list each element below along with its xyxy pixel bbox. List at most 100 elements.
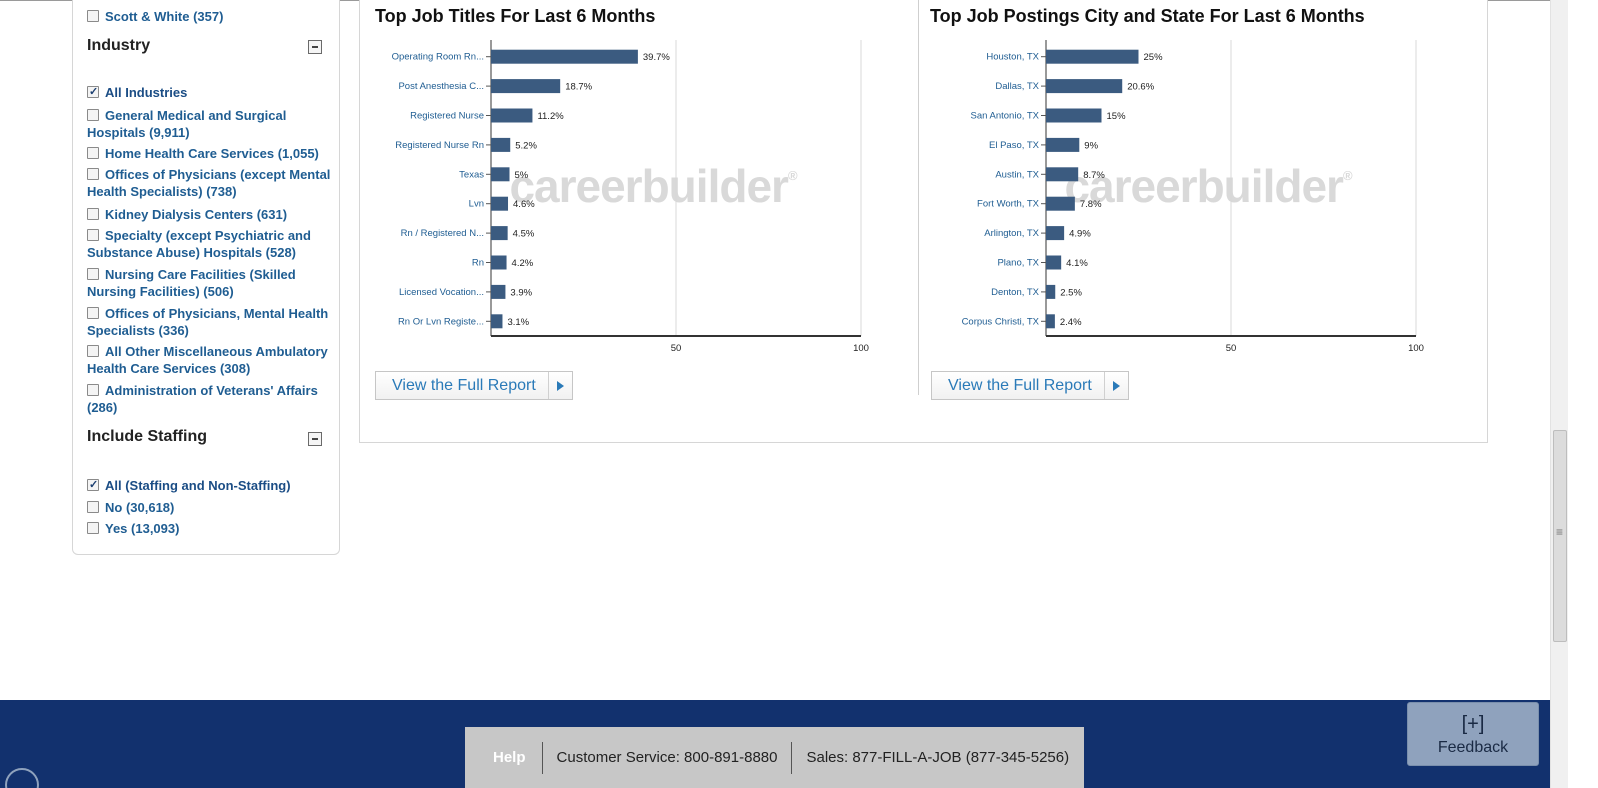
bar [1046, 137, 1080, 152]
facet-label[interactable]: All Other Miscellaneous Ambulatory Healt… [87, 344, 328, 376]
value-label: 20.6% [1127, 82, 1154, 93]
staffing-heading: Include Staffing [87, 428, 207, 445]
plus-icon: [+] [1461, 713, 1485, 735]
facet-checkbox[interactable] [87, 109, 99, 121]
watermark-text: careerbuilder [509, 160, 789, 212]
chart-divider [918, 0, 919, 395]
value-label: 4.5% [513, 229, 535, 240]
bar [1046, 226, 1065, 241]
value-label: 9% [1084, 140, 1098, 151]
bar [1046, 255, 1062, 270]
category-label: Post Anesthesia C... [398, 81, 484, 92]
facet-checkbox[interactable] [87, 307, 99, 319]
help-link[interactable]: Help [493, 748, 526, 766]
industry-facet-item[interactable]: Specialty (except Psychiatric and Substa… [87, 227, 335, 261]
facet-checkbox[interactable] [87, 268, 99, 280]
facet-checkbox[interactable] [87, 345, 99, 357]
x-tick-label: 100 [853, 343, 869, 354]
facet-label[interactable]: General Medical and Surgical Hospitals (… [87, 108, 287, 140]
industry-collapse-button[interactable] [308, 40, 322, 54]
staffing-facet-item[interactable]: No (30,618) [87, 499, 335, 516]
facet-label[interactable]: Offices of Physicians (except Mental Hea… [87, 167, 331, 199]
watermark-text: careerbuilder [1064, 160, 1344, 212]
x-tick-label: 100 [1408, 343, 1424, 354]
watermark-registered-mark: ® [788, 168, 798, 183]
facet-label[interactable]: No (30,618) [105, 500, 175, 515]
category-label: Rn Or Lvn Registe... [398, 316, 484, 327]
facet-checkbox[interactable] [87, 501, 99, 513]
category-label: Rn [472, 258, 484, 269]
footer-contact-bar: Help Customer Service: 800-891-8880 Sale… [465, 727, 1084, 788]
facet-label[interactable]: Yes (13,093) [105, 521, 180, 536]
vertical-scrollbar[interactable] [1550, 0, 1568, 788]
facet-label[interactable]: Scott & White (357) [105, 9, 224, 24]
value-label: 5.2% [515, 140, 537, 151]
category-label: Rn / Registered N... [401, 228, 484, 239]
category-label: San Antonio, TX [971, 111, 1040, 122]
facet-checkbox[interactable] [87, 84, 99, 101]
category-label: Denton, TX [991, 287, 1040, 298]
bar [1046, 49, 1139, 64]
category-label: Arlington, TX [984, 228, 1039, 239]
category-label: Registered Nurse Rn [395, 140, 484, 151]
value-label: 4.9% [1069, 229, 1091, 240]
staffing-facet-item[interactable]: All (Staffing and Non-Staffing) [87, 477, 335, 494]
facet-label[interactable]: Offices of Physicians, Mental Health Spe… [87, 306, 329, 338]
industry-facet-item[interactable]: General Medical and Surgical Hospitals (… [87, 107, 335, 141]
facet-checkbox[interactable] [87, 147, 99, 159]
facet-checkbox[interactable] [87, 477, 99, 494]
industry-facet-item[interactable]: Administration of Veterans' Affairs (286… [87, 382, 335, 416]
bar [491, 167, 510, 182]
category-label: Plano, TX [997, 258, 1039, 269]
value-label: 4.1% [1066, 258, 1088, 269]
value-label: 25% [1144, 52, 1164, 63]
facet-checkbox[interactable] [87, 522, 99, 534]
feedback-button[interactable]: [+] Feedback [1407, 702, 1539, 766]
category-label: Dallas, TX [995, 81, 1039, 92]
facet-label[interactable]: Specialty (except Psychiatric and Substa… [87, 228, 311, 260]
industry-facet-item[interactable]: Kidney Dialysis Centers (631) [87, 206, 335, 223]
facet-label[interactable]: Kidney Dialysis Centers (631) [105, 207, 288, 222]
facet-label[interactable]: Administration of Veterans' Affairs (286… [87, 383, 318, 415]
scrollbar-thumb[interactable] [1553, 430, 1567, 642]
reports-panel [359, 0, 1488, 443]
bar [1046, 108, 1102, 123]
industry-facet-item[interactable]: Home Health Care Services (1,055) [87, 145, 335, 162]
filter-sidebar: Scott & White (357) Industry All Industr… [72, 0, 340, 555]
bar [491, 226, 508, 241]
value-label: 3.9% [510, 287, 532, 298]
facet-checkbox[interactable] [87, 229, 99, 241]
facet-checkbox[interactable] [87, 168, 99, 180]
full-report-label: View the Full Report [392, 377, 536, 394]
customer-service-text: Customer Service: 800-891-8880 [541, 741, 792, 774]
category-label: Austin, TX [995, 169, 1039, 180]
value-label: 7.8% [1080, 199, 1102, 210]
category-label: Houston, TX [986, 52, 1039, 63]
facet-item-scott-white[interactable]: Scott & White (357) [87, 8, 335, 25]
full-report-label: View the Full Report [948, 377, 1092, 394]
sales-text: Sales: 877-FILL-A-JOB (877-345-5256) [791, 741, 1083, 774]
job-postings-bar-chart: careerbuilder® Houston, TX 25% Dallas, TX 20… [962, 40, 1424, 354]
feedback-label: Feedback [1437, 739, 1509, 756]
facet-checkbox[interactable] [87, 10, 99, 22]
category-label: Fort Worth, TX [977, 199, 1040, 210]
facet-label[interactable]: All Industries [105, 85, 188, 100]
staffing-facet-item[interactable]: Yes (13,093) [87, 520, 335, 537]
industry-facet-item[interactable]: All Industries [87, 84, 335, 101]
industry-facet-item[interactable]: Offices of Physicians (except Mental Hea… [87, 166, 335, 200]
job-postings-full-report-button[interactable]: View the Full Report [931, 371, 1129, 400]
bar [1046, 196, 1075, 211]
bar [491, 196, 509, 211]
facet-label[interactable]: All (Staffing and Non-Staffing) [105, 478, 291, 493]
industry-facet-item[interactable]: All Other Miscellaneous Ambulatory Healt… [87, 343, 335, 377]
value-label: 39.7% [643, 52, 670, 63]
facet-checkbox[interactable] [87, 208, 99, 220]
industry-facet-item[interactable]: Nursing Care Facilities (Skilled Nursing… [87, 266, 335, 300]
staffing-collapse-button[interactable] [308, 432, 322, 446]
category-label: Registered Nurse [410, 111, 484, 122]
facet-label[interactable]: Home Health Care Services (1,055) [105, 146, 319, 161]
facet-checkbox[interactable] [87, 384, 99, 396]
industry-facet-item[interactable]: Offices of Physicians, Mental Health Spe… [87, 305, 335, 339]
job-titles-full-report-button[interactable]: View the Full Report [375, 371, 573, 400]
facet-label[interactable]: Nursing Care Facilities (Skilled Nursing… [87, 267, 296, 299]
